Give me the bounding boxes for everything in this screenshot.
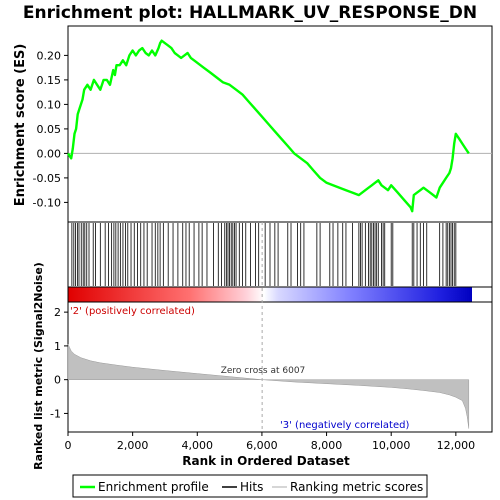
chart-title: Enrichment plot: HALLMARK_UV_RESPONSE_DN: [23, 3, 477, 23]
legend-label-enrichment-profile: Enrichment profile: [98, 480, 209, 494]
hits-panel-frame: [67, 221, 493, 288]
negative-correlated-label: '3' (negatively correlated): [280, 420, 409, 431]
es-y-tick-label: -0.05: [33, 172, 61, 185]
x-tick-label: 10,000: [372, 439, 411, 452]
x-tick-label: 8,000: [311, 439, 343, 452]
legend-frame: [72, 474, 428, 498]
x-tick-label: 2,000: [117, 439, 149, 452]
x-axis-label: Rank in Ordered Dataset: [182, 454, 350, 468]
hits-panel: [67, 221, 493, 288]
legend: Enrichment profile Hits Ranking metric s…: [72, 474, 428, 498]
metric-y-tick-label: -1: [50, 407, 61, 420]
metric-y-axis-label: Ranked list metric (Signal2Noise): [32, 262, 45, 470]
x-tick-label: 6,000: [246, 439, 278, 452]
es-y-axis-label: Enrichment score (ES): [13, 44, 28, 207]
zero-cross-annotation: Zero cross at 6007: [221, 366, 306, 376]
es-y-tick-label: 0.20: [37, 49, 62, 62]
es-y-tick-label: 0.05: [37, 123, 62, 136]
metric-y-tick-label: 1: [54, 340, 61, 353]
metric-x-axis: 0 2,000 4,000 6,000 8,000 10,000 12,000: [65, 432, 476, 452]
metric-panel: Zero cross at 6007 '2' (positively corre…: [32, 222, 493, 470]
legend-label-ranking-metric-scores: Ranking metric scores: [290, 480, 423, 494]
es-y-tick-label: -0.10: [33, 196, 61, 209]
x-tick-label: 4,000: [182, 439, 214, 452]
x-tick-label: 12,000: [437, 439, 476, 452]
metric-y-tick-label: 2: [54, 306, 61, 319]
metric-y-axis: -1 0 1 2: [50, 306, 68, 420]
es-y-tick-label: 0.15: [37, 74, 62, 87]
metric-y-tick-label: 0: [54, 374, 61, 387]
x-tick-label: 0: [65, 439, 72, 452]
rank-color-bar: [68, 287, 472, 302]
es-y-tick-label: 0.00: [37, 147, 62, 160]
metric-panel-frame: [67, 301, 493, 433]
es-panel: -0.10 -0.05 0.00 0.05 0.10 0.15 0.20 Enrichmen…: [13, 25, 493, 223]
enrichment-profile-line: [66, 39, 470, 213]
es-y-axis: -0.10 -0.05 0.00 0.05 0.10 0.15 0.20: [33, 49, 68, 209]
positive-correlated-label: '2' (positively correlated): [70, 306, 195, 317]
ranking-metric-area: [67, 344, 470, 429]
es-y-tick-label: 0.10: [37, 98, 62, 111]
hit-marks: [71, 223, 457, 286]
legend-label-hits: Hits: [240, 480, 263, 494]
